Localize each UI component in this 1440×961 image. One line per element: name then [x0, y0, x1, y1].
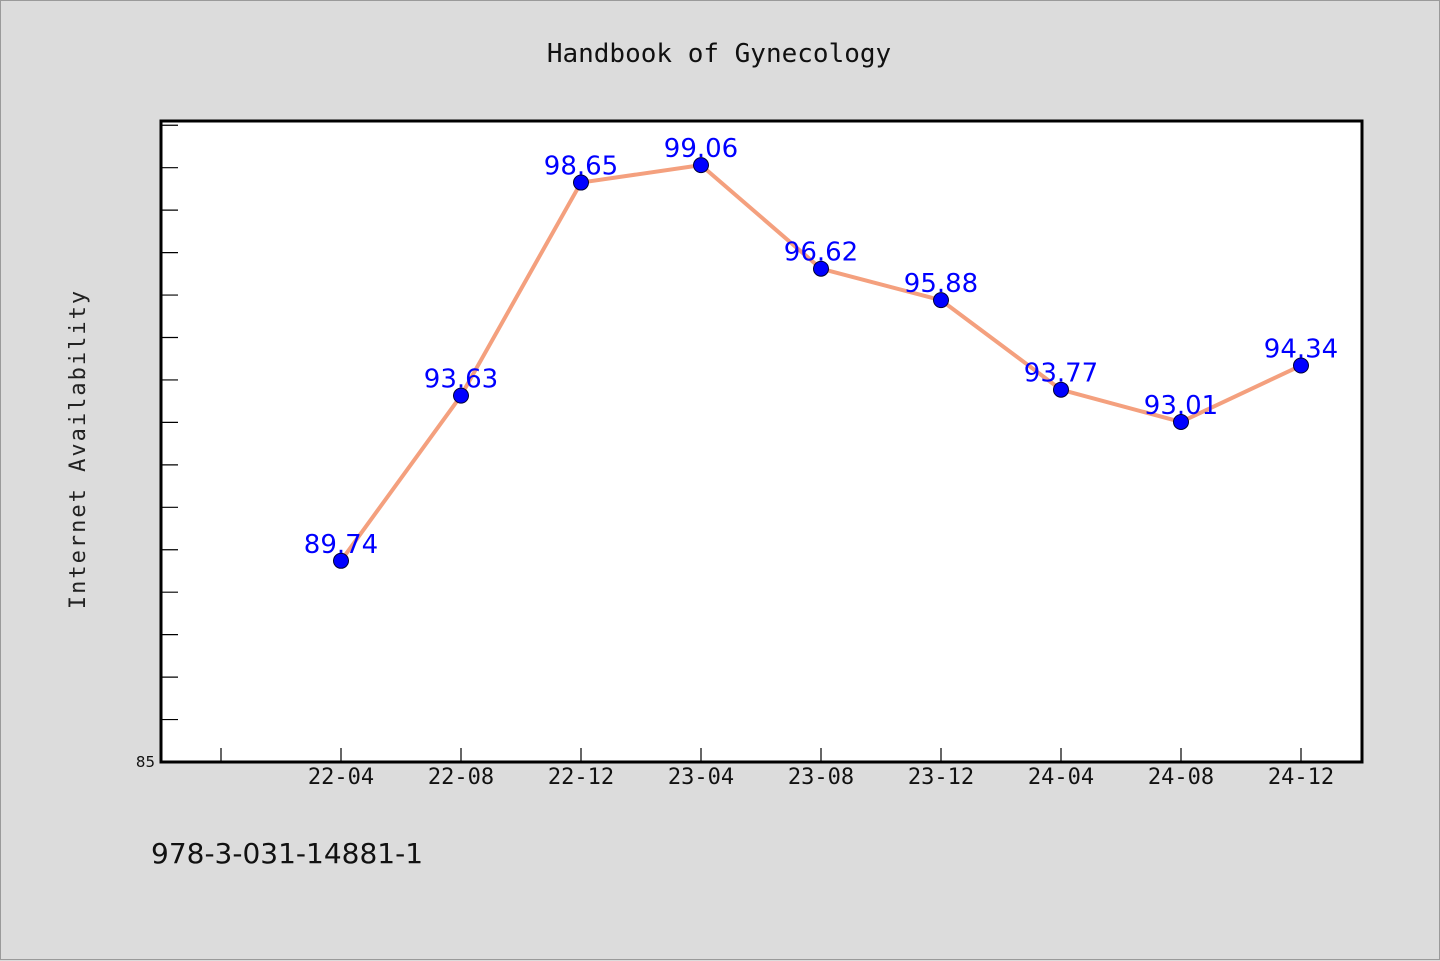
data-labels: 89.74 93.63 98.65 99.06 96.62 95.88 93.77 93.01… — [304, 134, 1338, 560]
data-point — [453, 387, 469, 404]
data-point — [693, 157, 709, 174]
x-tick-label: 22-04 — [308, 765, 374, 790]
y-axis-ticks: 85 — [136, 124, 178, 771]
data-point — [333, 552, 349, 569]
x-tick-label: 23-08 — [788, 765, 854, 790]
y-tick-label: 85 — [136, 753, 155, 771]
data-label: 94.34 — [1264, 335, 1338, 365]
x-tick-label: 24-08 — [1148, 765, 1214, 790]
data-point — [573, 174, 589, 191]
plot-area — [159, 119, 1364, 764]
data-label: 96.62 — [784, 238, 858, 268]
x-tick-label: 22-12 — [548, 765, 614, 790]
footer-isbn: 978-3-031-14881-1 — [151, 837, 423, 870]
chart-title: Handbook of Gynecology — [547, 39, 891, 69]
data-markers — [333, 157, 1309, 569]
data-label: 89.74 — [304, 530, 378, 560]
data-point — [1173, 413, 1189, 430]
x-tick-label: 22-08 — [428, 765, 494, 790]
x-tick-label: 24-04 — [1028, 765, 1094, 790]
data-label: 93.01 — [1144, 391, 1218, 421]
data-label: 98.65 — [544, 152, 618, 182]
data-point — [813, 260, 829, 277]
data-point — [1053, 381, 1069, 398]
data-label: 93.63 — [424, 365, 498, 395]
data-label: 93.77 — [1024, 359, 1098, 389]
x-tick-label: 23-04 — [668, 765, 734, 790]
y-axis-label: Internet Availability — [66, 289, 91, 609]
x-tick-label: 23-12 — [908, 765, 974, 790]
data-point — [1293, 357, 1309, 374]
data-point — [933, 292, 949, 309]
x-axis-ticks: 22-04 22-08 22-12 23-04 23-08 23-12 24-04 24-08… — [220, 748, 1334, 790]
data-label: 99.06 — [664, 134, 738, 164]
x-tick-label: 24-12 — [1268, 765, 1334, 790]
data-label: 95.88 — [904, 269, 978, 299]
